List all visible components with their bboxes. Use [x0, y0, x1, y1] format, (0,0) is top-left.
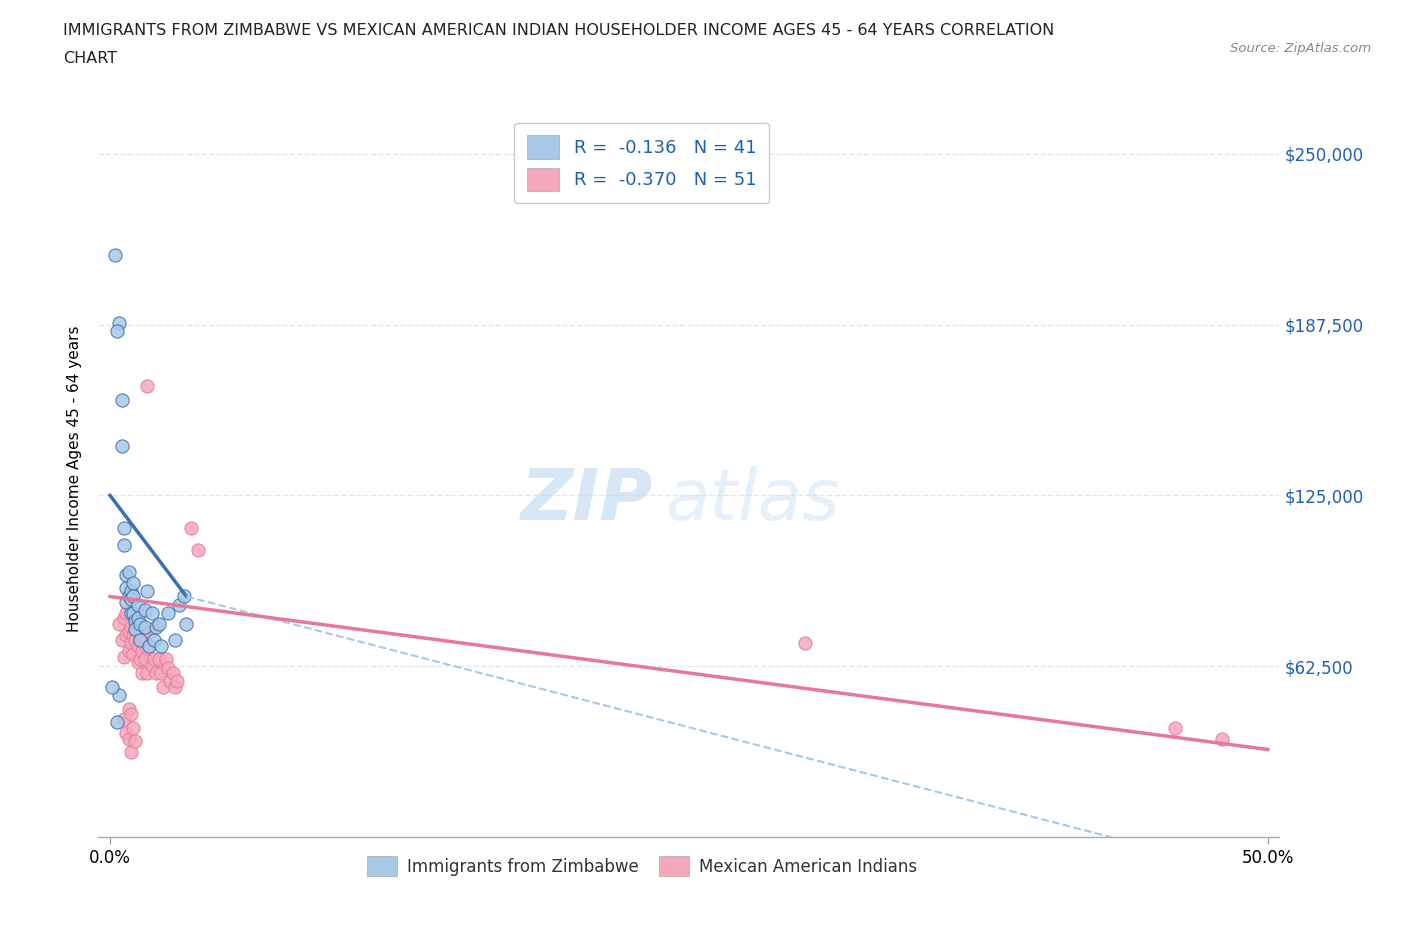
Point [136, 379, 159, 393]
Point [156, 660, 179, 675]
Point [131, 644, 153, 658]
Point [134, 619, 156, 634]
Point [187, 542, 209, 557]
Point [155, 652, 177, 667]
Point [105, 324, 128, 339]
Point [117, 731, 139, 746]
Point [129, 617, 152, 631]
Point [134, 603, 156, 618]
Point [134, 630, 156, 644]
Point [112, 712, 135, 727]
Point [122, 605, 145, 620]
Point [117, 589, 139, 604]
Point [112, 538, 135, 552]
Point [110, 392, 132, 407]
Point [117, 625, 139, 640]
Point [127, 611, 149, 626]
Point [120, 605, 142, 620]
Point [138, 625, 160, 640]
Point [124, 622, 146, 637]
Point [117, 644, 139, 658]
Point [141, 605, 163, 620]
Point [120, 583, 142, 598]
Point [136, 666, 159, 681]
Point [117, 701, 139, 716]
Point [120, 635, 142, 650]
Point [131, 666, 153, 681]
Point [148, 617, 170, 631]
Point [115, 725, 138, 740]
Point [138, 638, 160, 653]
Point [166, 673, 188, 688]
Point [143, 652, 166, 667]
Point [180, 521, 202, 536]
Legend: Immigrants from Zimbabwe, Mexican American Indians: Immigrants from Zimbabwe, Mexican Americ… [360, 850, 924, 883]
Text: atlas: atlas [665, 466, 839, 535]
Point [159, 673, 181, 688]
Point [122, 628, 145, 643]
Point [176, 617, 198, 631]
Point [127, 597, 149, 612]
Point [127, 638, 149, 653]
Point [127, 655, 149, 670]
Point [173, 589, 195, 604]
Point [115, 581, 138, 596]
Point [112, 649, 135, 664]
Point [129, 632, 152, 647]
Point [163, 679, 186, 694]
Point [101, 679, 124, 694]
Point [108, 315, 131, 330]
Point [112, 521, 135, 536]
Point [124, 734, 146, 749]
Point [129, 652, 152, 667]
Text: CHART: CHART [63, 51, 117, 66]
Point [120, 745, 142, 760]
Point [122, 646, 145, 661]
Point [104, 247, 127, 262]
Point [105, 715, 128, 730]
Point [163, 632, 186, 647]
Point [162, 666, 184, 681]
Text: IMMIGRANTS FROM ZIMBABWE VS MEXICAN AMERICAN INDIAN HOUSEHOLDER INCOME AGES 45 -: IMMIGRANTS FROM ZIMBABWE VS MEXICAN AMER… [63, 23, 1054, 38]
Point [110, 632, 132, 647]
Point [1164, 720, 1187, 735]
Point [120, 591, 142, 606]
Point [124, 614, 146, 629]
Point [120, 619, 142, 634]
Point [122, 720, 145, 735]
Point [136, 583, 159, 598]
Point [110, 439, 132, 454]
Point [145, 666, 167, 681]
Point [117, 565, 139, 579]
Point [793, 635, 815, 650]
Point [169, 597, 191, 612]
Point [122, 576, 145, 591]
Text: ZIP: ZIP [522, 466, 654, 535]
Point [145, 619, 167, 634]
Point [115, 605, 138, 620]
Text: Source: ZipAtlas.com: Source: ZipAtlas.com [1230, 42, 1371, 55]
Point [1211, 731, 1233, 746]
Point [148, 652, 170, 667]
Point [143, 632, 166, 647]
Point [156, 605, 179, 620]
Point [120, 707, 142, 722]
Point [141, 658, 163, 672]
Point [112, 611, 135, 626]
Point [149, 638, 172, 653]
Point [108, 617, 131, 631]
Point [136, 641, 159, 656]
Point [152, 679, 174, 694]
Y-axis label: Householder Income Ages 45 - 64 years: Householder Income Ages 45 - 64 years [67, 326, 83, 632]
Point [124, 611, 146, 626]
Point [108, 687, 131, 702]
Point [124, 632, 146, 647]
Point [115, 567, 138, 582]
Point [115, 594, 138, 609]
Point [122, 589, 145, 604]
Point [149, 666, 172, 681]
Point [115, 628, 138, 643]
Point [134, 652, 156, 667]
Point [129, 632, 152, 647]
